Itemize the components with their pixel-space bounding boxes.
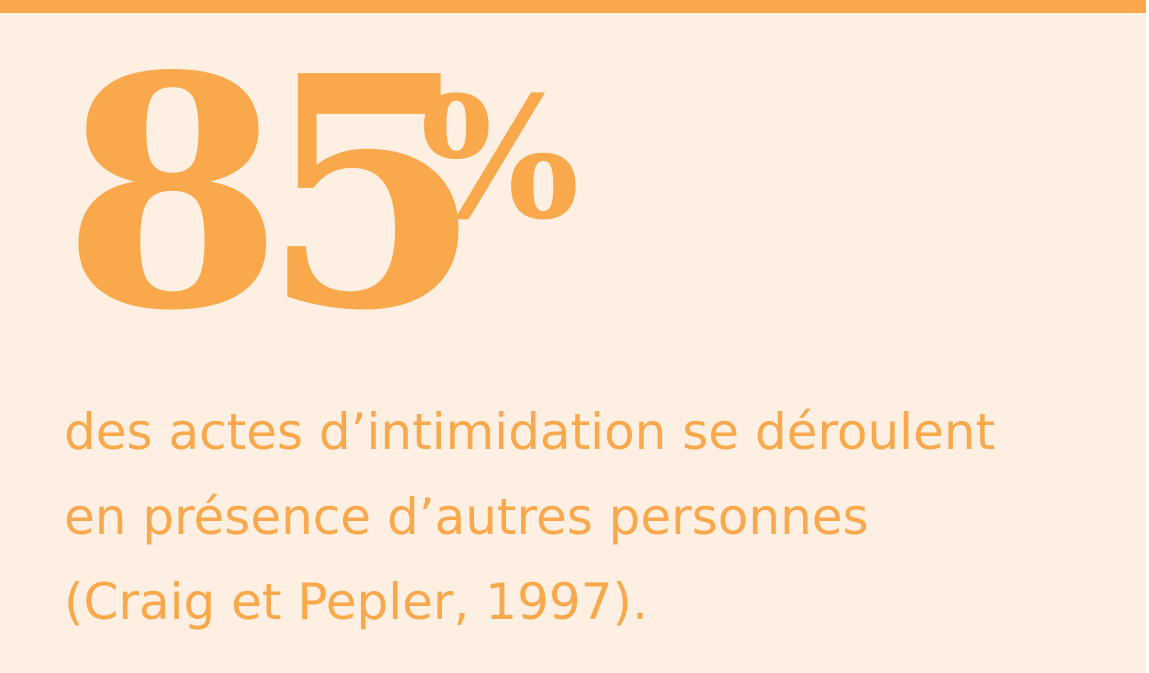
accent-bar — [0, 0, 1149, 13]
percent-sign: % — [420, 59, 580, 257]
statistic: 85 % — [62, 34, 622, 354]
statistic-caption: des actes d’intimidation se déroulent en… — [64, 390, 1134, 645]
caption-line: des actes d’intimidation se déroulent — [64, 403, 996, 461]
caption-line: (Craig et Pepler, 1997). — [64, 573, 648, 631]
edge-divider — [1146, 0, 1149, 673]
statistic-value: 85 — [62, 6, 483, 380]
caption-line: en présence d’autres personnes — [64, 488, 869, 546]
